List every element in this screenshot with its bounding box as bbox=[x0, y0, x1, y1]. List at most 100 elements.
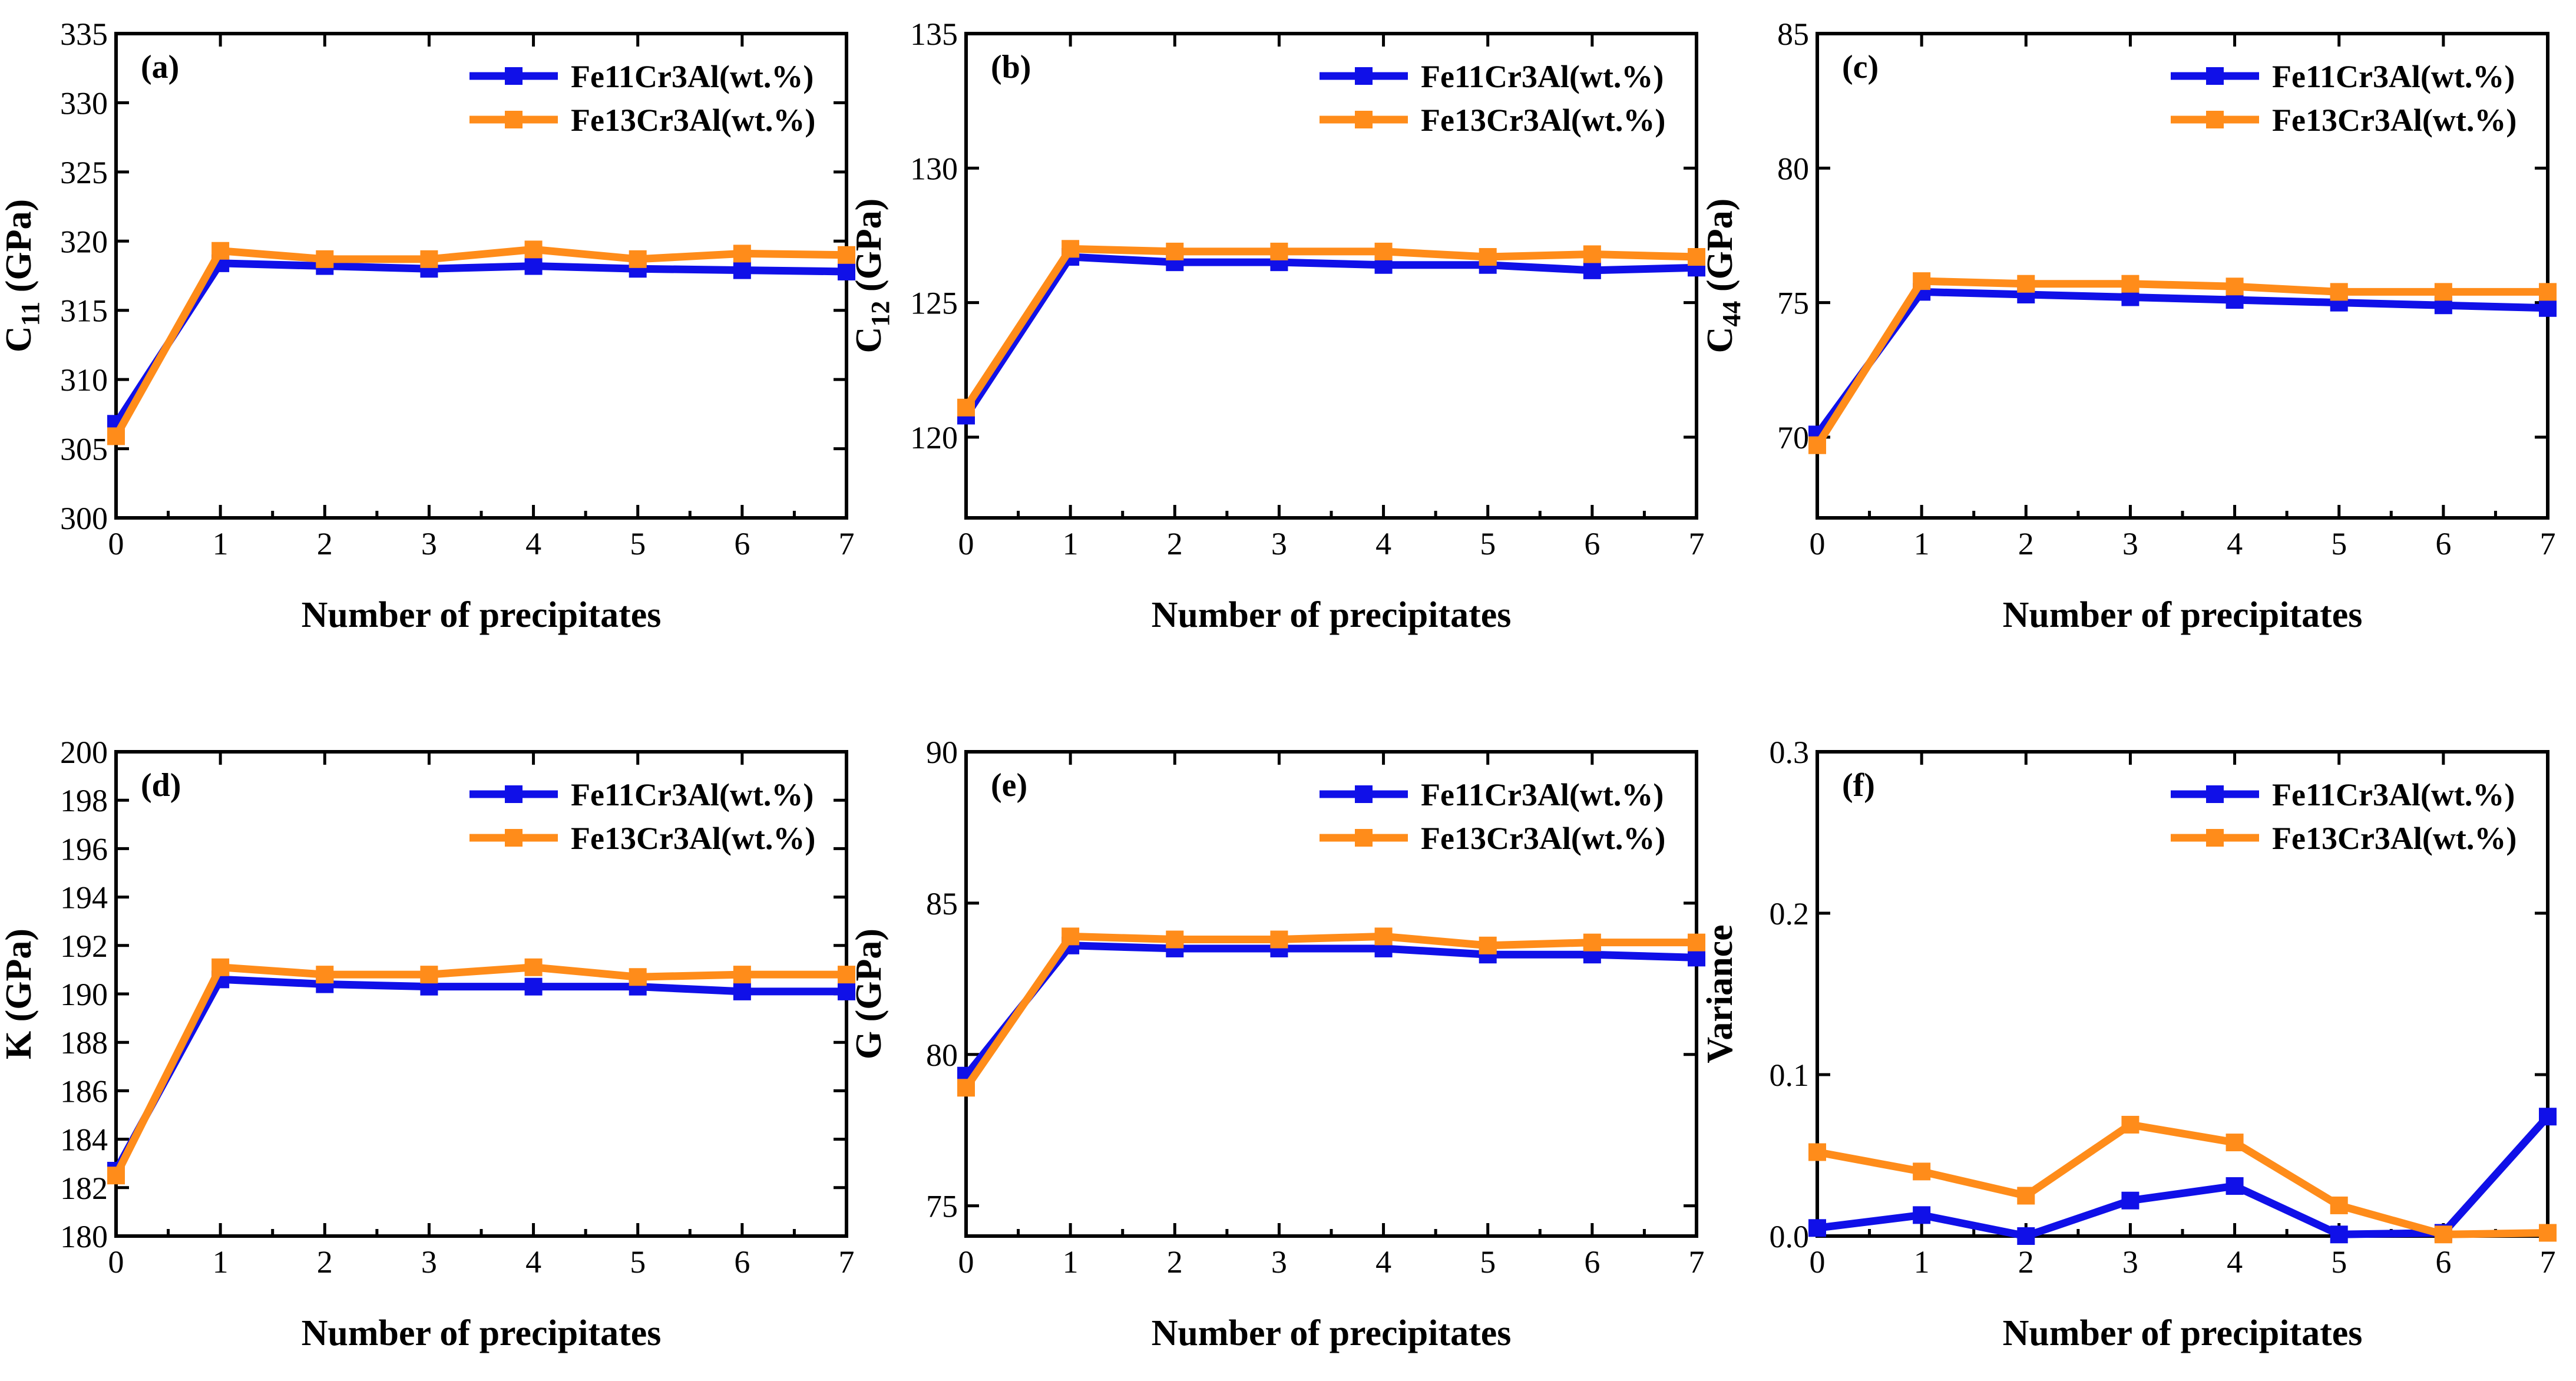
y-tick-label: 75 bbox=[926, 1189, 958, 1224]
x-tick-label: 4 bbox=[2227, 1244, 2243, 1280]
data-point bbox=[733, 245, 751, 263]
x-tick-label: 7 bbox=[839, 526, 855, 561]
legend-label-2: Fe13Cr3Al(wt.%) bbox=[2272, 103, 2517, 138]
series-line-2 bbox=[113, 963, 846, 1178]
x-tick-label: 3 bbox=[2122, 526, 2138, 561]
panel-e: 0 1 2 3 4 5 6 7 75 80 85 90 Number of precipitates G … bbox=[849, 735, 1705, 1353]
y-axis-title-subscript: 44 bbox=[1717, 301, 1746, 327]
data-point bbox=[524, 240, 543, 259]
data-point bbox=[2017, 1227, 2035, 1245]
data-point bbox=[2121, 1115, 2139, 1134]
legend-label-1: Fe11Cr3Al(wt.%) bbox=[571, 777, 814, 812]
legend-label-2: Fe13Cr3Al(wt.%) bbox=[571, 103, 815, 138]
series-line-1 bbox=[113, 259, 847, 426]
data-point bbox=[1583, 933, 1601, 951]
data-point bbox=[1062, 240, 1080, 258]
y-tick-label: 85 bbox=[1777, 16, 1809, 52]
panel-label: (e) bbox=[991, 767, 1027, 804]
y-tick-label: 75 bbox=[1777, 286, 1809, 321]
y-axis-title-main: C bbox=[0, 326, 39, 352]
x-tick-label: 3 bbox=[421, 526, 437, 561]
y-tick-label: 325 bbox=[60, 155, 108, 190]
data-point bbox=[838, 262, 855, 280]
x-tick-label: 5 bbox=[630, 1244, 646, 1280]
panel-label: (c) bbox=[1842, 49, 1879, 85]
legend-label-1: Fe11Cr3Al(wt.%) bbox=[571, 59, 814, 94]
data-point bbox=[838, 982, 855, 1000]
legend-label-1: Fe11Cr3Al(wt.%) bbox=[1421, 59, 1664, 94]
panel-c: 0 1 2 3 4 5 6 7 70 75 80 85 Number of precipitates C4… bbox=[1700, 16, 2557, 635]
legend-marker-1 bbox=[1355, 785, 1373, 803]
data-point bbox=[1479, 936, 1497, 954]
legend-label-2: Fe13Cr3Al(wt.%) bbox=[1421, 821, 1665, 856]
x-tick-label: 4 bbox=[1375, 526, 1391, 561]
data-point bbox=[2539, 1108, 2557, 1126]
series-line-2 bbox=[113, 245, 847, 438]
data-point bbox=[733, 966, 751, 984]
panel-d: 0 1 2 3 4 5 6 7 180 182 184 186 188 190 192 194 196 198 20… bbox=[0, 735, 855, 1353]
x-tick-label: 2 bbox=[317, 526, 333, 561]
panel-label: (a) bbox=[141, 49, 179, 85]
data-point bbox=[1270, 930, 1288, 949]
x-tick-label: 2 bbox=[317, 1244, 333, 1280]
y-tick-label: 330 bbox=[60, 85, 108, 121]
y-axis-title: C11 (GPa) bbox=[0, 199, 45, 352]
x-axis-title: Number of precipitates bbox=[302, 595, 662, 635]
y-tick-label: 125 bbox=[910, 286, 958, 321]
y-tick-label: 198 bbox=[60, 783, 108, 818]
y-tick-label: 0.3 bbox=[1770, 735, 1810, 770]
x-tick-label: 3 bbox=[1271, 1244, 1287, 1280]
x-tick-label: 6 bbox=[1584, 526, 1600, 561]
x-tick-label: 1 bbox=[1914, 1244, 1930, 1280]
y-tick-label: 188 bbox=[60, 1025, 108, 1060]
y-tick-label: 120 bbox=[910, 420, 958, 455]
x-tick-label: 7 bbox=[2540, 526, 2556, 561]
x-tick-label: 7 bbox=[1689, 526, 1705, 561]
x-tick-label: 5 bbox=[1480, 1244, 1496, 1280]
y-axis-title-main: C bbox=[849, 327, 889, 353]
legend-marker-1 bbox=[1355, 67, 1373, 85]
legend-marker-2 bbox=[2206, 111, 2224, 128]
x-tick-label: 3 bbox=[2122, 1244, 2138, 1280]
data-point bbox=[629, 968, 647, 986]
panel-label: (f) bbox=[1842, 767, 1875, 804]
data-point bbox=[1374, 242, 1393, 260]
legend-label-1: Fe11Cr3Al(wt.%) bbox=[1421, 777, 1664, 812]
y-tick-label: 305 bbox=[60, 432, 108, 467]
x-tick-label: 1 bbox=[213, 1244, 229, 1280]
data-point bbox=[211, 958, 230, 976]
data-point bbox=[1808, 1219, 1826, 1237]
x-tick-label: 1 bbox=[1063, 1244, 1079, 1280]
y-tick-label: 80 bbox=[1777, 151, 1809, 186]
y-axis-title-unit: (GPa) bbox=[0, 199, 39, 302]
y-tick-label: 130 bbox=[910, 151, 958, 186]
data-point bbox=[1479, 248, 1497, 266]
data-point bbox=[1808, 436, 1826, 454]
legend-marker-2 bbox=[505, 829, 523, 847]
data-point bbox=[1583, 245, 1601, 263]
x-tick-label: 4 bbox=[1375, 1244, 1391, 1280]
y-axis-title: Variance bbox=[1700, 924, 1740, 1063]
y-axis-title-subscript: 11 bbox=[16, 302, 45, 326]
data-point bbox=[316, 250, 334, 268]
x-axis-title: Number of precipitates bbox=[1152, 595, 1512, 635]
panel-a: 0 1 2 3 4 5 6 7 300 305 310 315 320 325 330 335 Number o… bbox=[0, 16, 855, 635]
y-axis-title-unit: (GPa) bbox=[849, 199, 889, 301]
y-tick-label: 315 bbox=[60, 293, 108, 329]
data-point bbox=[2434, 1225, 2452, 1244]
x-tick-label: 1 bbox=[213, 526, 229, 561]
y-axis-title: C12 (GPa) bbox=[849, 199, 895, 353]
data-point bbox=[1913, 272, 1931, 290]
x-tick-label: 3 bbox=[421, 1244, 437, 1280]
x-tick-label: 1 bbox=[1063, 526, 1079, 561]
x-axis-title: Number of precipitates bbox=[1152, 1313, 1512, 1353]
series-line-1 bbox=[113, 975, 846, 1173]
y-tick-label: 200 bbox=[60, 735, 108, 770]
y-tick-label: 90 bbox=[926, 735, 958, 770]
data-point bbox=[1062, 927, 1080, 946]
panel-label: (b) bbox=[991, 49, 1031, 85]
data-point bbox=[2017, 1187, 2035, 1205]
y-tick-label: 0.2 bbox=[1770, 896, 1810, 931]
x-tick-label: 6 bbox=[734, 1244, 750, 1280]
legend-label-1: Fe11Cr3Al(wt.%) bbox=[2272, 777, 2515, 812]
